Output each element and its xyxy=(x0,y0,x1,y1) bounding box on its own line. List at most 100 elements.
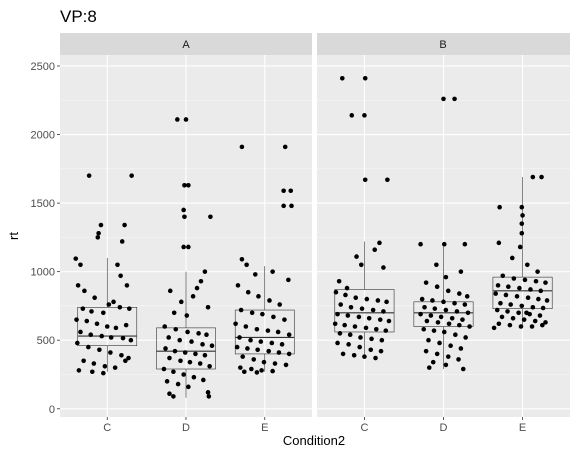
data-point xyxy=(434,284,440,290)
data-point xyxy=(171,310,177,316)
data-point xyxy=(532,318,538,324)
data-point xyxy=(426,337,431,343)
data-point xyxy=(178,358,183,364)
data-point xyxy=(205,390,211,395)
data-point xyxy=(340,76,345,81)
data-point xyxy=(189,339,194,344)
data-point xyxy=(443,362,449,368)
data-point xyxy=(354,254,359,259)
data-point xyxy=(449,315,455,321)
boxplot-box xyxy=(77,307,138,346)
data-point xyxy=(184,313,190,318)
data-point xyxy=(438,314,444,320)
data-point xyxy=(346,342,351,347)
data-point xyxy=(190,294,196,299)
data-point xyxy=(163,346,168,351)
data-point xyxy=(370,307,376,313)
data-point xyxy=(418,311,423,317)
data-point xyxy=(496,240,502,246)
data-point xyxy=(530,305,536,310)
data-point xyxy=(364,296,370,302)
x-tick-label: E xyxy=(261,422,268,434)
data-point xyxy=(240,354,245,359)
data-point xyxy=(253,272,258,277)
data-point xyxy=(277,302,283,307)
data-point xyxy=(536,296,541,302)
data-point xyxy=(113,325,119,331)
data-point xyxy=(458,269,464,274)
data-point xyxy=(434,351,440,357)
data-point xyxy=(431,328,437,333)
data-point xyxy=(338,302,344,307)
data-point xyxy=(434,262,439,268)
data-point xyxy=(517,244,523,250)
data-point xyxy=(202,269,208,274)
data-point xyxy=(94,321,100,327)
boxplot-box xyxy=(156,327,216,370)
data-point xyxy=(521,317,527,322)
data-point xyxy=(519,204,525,210)
data-point xyxy=(208,214,213,220)
data-point xyxy=(443,274,449,280)
data-point xyxy=(499,314,505,320)
data-point xyxy=(101,370,106,376)
data-point xyxy=(362,177,368,183)
data-point xyxy=(281,188,286,194)
data-point xyxy=(347,332,353,338)
data-point xyxy=(368,347,374,353)
data-point xyxy=(357,344,362,350)
data-point xyxy=(108,335,114,340)
data-point xyxy=(460,366,466,372)
data-point xyxy=(373,355,378,361)
y-tick-label: 0 xyxy=(49,404,55,416)
data-point xyxy=(237,335,242,340)
data-point xyxy=(363,325,369,331)
data-point xyxy=(424,318,430,324)
data-point xyxy=(75,283,81,288)
data-point xyxy=(358,335,363,340)
data-point xyxy=(356,314,362,320)
data-point xyxy=(333,289,339,295)
data-point xyxy=(378,348,384,354)
data-point xyxy=(530,174,536,180)
data-point xyxy=(96,230,101,236)
data-point xyxy=(254,370,260,375)
data-point xyxy=(197,361,203,366)
data-point xyxy=(186,182,191,188)
data-point xyxy=(238,365,243,370)
data-point xyxy=(500,273,506,279)
data-point xyxy=(193,351,198,357)
data-point xyxy=(271,314,276,320)
data-point xyxy=(117,305,123,310)
data-point xyxy=(194,285,200,291)
data-point xyxy=(519,221,525,226)
data-point xyxy=(99,333,105,339)
data-point xyxy=(538,288,544,294)
data-point xyxy=(362,76,368,81)
data-point xyxy=(126,355,131,361)
chart-title: VP:8 xyxy=(60,7,97,26)
data-point xyxy=(86,173,92,178)
data-point xyxy=(375,298,381,303)
data-point xyxy=(181,207,186,213)
data-point xyxy=(366,315,372,321)
data-point xyxy=(452,96,457,102)
data-point xyxy=(119,239,125,244)
data-point xyxy=(467,324,472,329)
data-point xyxy=(187,359,193,365)
data-point xyxy=(244,262,249,268)
data-point xyxy=(372,247,378,253)
data-point xyxy=(430,359,436,365)
data-point xyxy=(353,295,359,301)
data-point xyxy=(288,188,294,194)
data-point xyxy=(422,305,427,310)
data-point xyxy=(269,340,275,346)
data-point xyxy=(164,379,170,384)
data-point xyxy=(206,394,212,399)
data-point xyxy=(272,361,278,366)
data-point xyxy=(497,204,502,210)
data-point xyxy=(115,262,120,268)
data-point xyxy=(74,317,79,322)
data-point xyxy=(101,310,106,316)
data-point xyxy=(78,262,83,268)
